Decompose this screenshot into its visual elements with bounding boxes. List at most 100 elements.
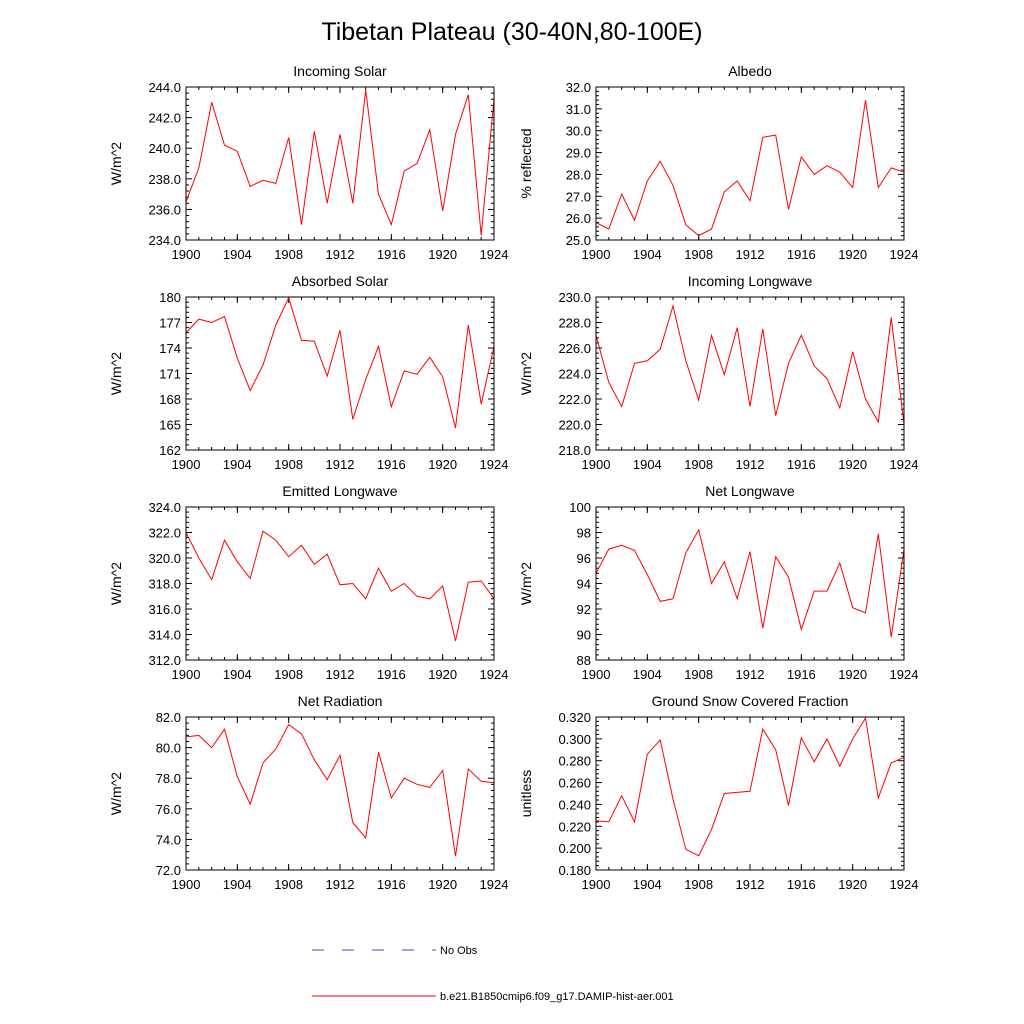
x-tick-label: 1908 [684, 457, 713, 472]
y-axis-label: unitless [518, 770, 534, 817]
x-tick-label: 1900 [582, 667, 611, 682]
y-tick-label: 238.0 [148, 172, 181, 187]
series-line [595, 100, 905, 237]
x-tick-label: 1904 [633, 457, 662, 472]
y-tick-label: 0.240 [558, 797, 591, 812]
y-tick-label: 312.0 [148, 653, 181, 668]
x-tick-label: 1904 [223, 247, 252, 262]
x-tick-label: 1908 [274, 457, 303, 472]
y-tick-label: 82.0 [156, 710, 181, 725]
x-tick-label: 1912 [736, 877, 765, 892]
y-tick-label: 177 [159, 316, 181, 331]
y-tick-label: 27.0 [566, 189, 591, 204]
panels: Incoming Solar W/m^2 1900 1904 1908 1912 1916 1… [108, 63, 918, 892]
series-line [185, 296, 495, 429]
x-tick-label: 1924 [890, 247, 919, 262]
y-tick-label: 180 [159, 290, 181, 305]
y-tick-label: 31.0 [566, 102, 591, 117]
y-axis-label: W/m^2 [518, 352, 534, 395]
panel-title: Net Longwave [705, 483, 795, 499]
y-tick-label: 220.0 [558, 418, 591, 433]
y-tick-label: 94 [577, 577, 591, 592]
x-tick-label: 1908 [684, 877, 713, 892]
x-tick-label: 1912 [736, 247, 765, 262]
y-tick-label: 318.0 [148, 577, 181, 592]
y-tick-label: 96 [577, 551, 591, 566]
y-tick-label: 162 [159, 443, 181, 458]
y-tick-label: 240.0 [148, 141, 181, 156]
x-tick-label: 1920 [428, 877, 457, 892]
x-tick-label: 1920 [838, 667, 867, 682]
y-tick-label: 0.260 [558, 776, 591, 791]
x-tick-label: 1904 [223, 667, 252, 682]
x-tick-label: 1904 [633, 877, 662, 892]
x-tick-label: 1900 [172, 457, 201, 472]
panel-8: Ground Snow Covered Fraction unitless 1900… [518, 693, 918, 892]
x-tick-label: 1916 [787, 457, 816, 472]
y-tick-label: 28.0 [566, 167, 591, 182]
panel-title: Net Radiation [298, 693, 383, 709]
y-tick-label: 244.0 [148, 80, 181, 95]
x-tick-label: 1924 [890, 877, 919, 892]
x-tick-label: 1900 [582, 247, 611, 262]
panel-5: Emitted Longwave W/m^2 1900 1904 1908 1912 191… [108, 483, 508, 682]
y-tick-label: 78.0 [156, 771, 181, 786]
x-tick-label: 1908 [684, 247, 713, 262]
x-tick-label: 1900 [172, 247, 201, 262]
y-tick-label: 0.280 [558, 754, 591, 769]
plot-frame [185, 506, 495, 661]
y-tick-label: 224.0 [558, 367, 591, 382]
x-tick-label: 1900 [582, 877, 611, 892]
y-tick-label: 316.0 [148, 602, 181, 617]
plot-frame [595, 716, 905, 871]
x-tick-label: 1904 [633, 247, 662, 262]
x-tick-label: 1908 [274, 877, 303, 892]
y-tick-label: 76.0 [156, 802, 181, 817]
y-tick-label: 324.0 [148, 500, 181, 515]
x-tick-label: 1924 [480, 247, 509, 262]
x-tick-label: 1920 [838, 457, 867, 472]
x-tick-label: 1904 [223, 457, 252, 472]
x-tick-label: 1916 [787, 667, 816, 682]
x-tick-label: 1916 [377, 457, 406, 472]
y-tick-label: 222.0 [558, 392, 591, 407]
y-tick-label: 228.0 [558, 316, 591, 331]
y-axis-label: W/m^2 [108, 772, 124, 815]
y-tick-label: 234.0 [148, 233, 181, 248]
y-axis-label: W/m^2 [518, 562, 534, 605]
panel-3: Absorbed Solar W/m^2 1900 1904 1908 1912 1916 1… [108, 273, 508, 472]
x-tick-label: 1920 [838, 877, 867, 892]
plot-frame [595, 506, 905, 661]
x-tick-label: 1920 [838, 247, 867, 262]
plot-frame [185, 716, 495, 871]
series-line [185, 530, 495, 642]
panel-2: Albedo % reflected 1900 1904 1908 1912 1916 192… [518, 63, 918, 262]
x-tick-label: 1904 [223, 877, 252, 892]
panel-title: Albedo [728, 63, 772, 79]
x-tick-label: 1916 [377, 877, 406, 892]
legend: No Obs b.e21.B1850cmip6.f09_g17.DAMIP-his… [312, 945, 674, 1003]
y-tick-label: 218.0 [558, 443, 591, 458]
panel-title: Emitted Longwave [282, 483, 397, 499]
x-tick-label: 1916 [787, 877, 816, 892]
panel-1: Incoming Solar W/m^2 1900 1904 1908 1912 1916 1… [108, 63, 508, 262]
x-tick-label: 1924 [480, 667, 509, 682]
panel-title: Incoming Longwave [688, 273, 813, 289]
y-tick-label: 100 [569, 500, 591, 515]
y-axis-label: W/m^2 [108, 352, 124, 395]
plot-frame [185, 296, 495, 451]
y-tick-label: 174 [159, 341, 181, 356]
y-tick-label: 80.0 [156, 741, 181, 756]
x-tick-label: 1920 [428, 667, 457, 682]
series-line [595, 303, 905, 425]
plot-frame [595, 86, 905, 241]
plot-frame [595, 296, 905, 451]
y-tick-label: 0.300 [558, 732, 591, 747]
y-tick-label: 322.0 [148, 526, 181, 541]
y-axis-label: W/m^2 [108, 562, 124, 605]
y-tick-label: 0.180 [558, 863, 591, 878]
x-tick-label: 1912 [736, 457, 765, 472]
y-tick-label: 98 [577, 526, 591, 541]
x-tick-label: 1908 [274, 667, 303, 682]
panel-6: Net Longwave W/m^2 1900 1904 1908 1912 1916 192… [518, 483, 918, 682]
